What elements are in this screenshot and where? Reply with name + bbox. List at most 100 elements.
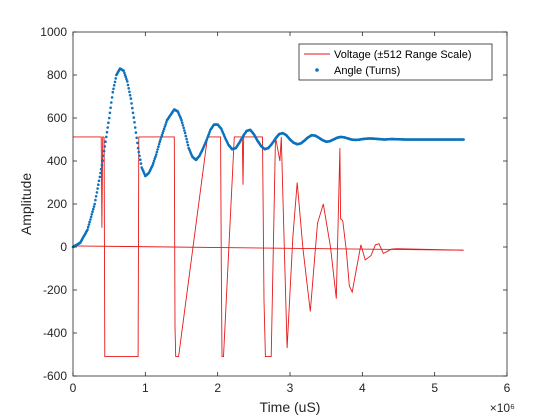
angle-point bbox=[183, 131, 187, 135]
angle-point bbox=[92, 205, 96, 208]
angle-point bbox=[159, 136, 163, 139]
angle-point bbox=[90, 213, 94, 216]
angle-point bbox=[136, 146, 140, 150]
angle-point bbox=[96, 187, 99, 190]
angle-point bbox=[128, 90, 131, 94]
angle-point bbox=[89, 218, 92, 221]
x-tick-label: 3 bbox=[287, 381, 294, 395]
y-tick-label: 0 bbox=[60, 240, 67, 254]
angle-point bbox=[110, 101, 113, 104]
angle-point bbox=[91, 210, 94, 213]
series-points-2 bbox=[71, 67, 465, 249]
angle-point bbox=[94, 198, 97, 202]
angle-point bbox=[162, 127, 166, 131]
angle-point bbox=[128, 93, 132, 97]
angle-point bbox=[158, 140, 162, 143]
x-axis-label: Time (uS) bbox=[260, 399, 321, 415]
y-tick-label: 400 bbox=[47, 154, 67, 168]
angle-point bbox=[208, 130, 211, 134]
angle-point bbox=[112, 87, 115, 91]
plot-area bbox=[71, 67, 465, 358]
angle-point bbox=[101, 159, 104, 162]
angle-point bbox=[134, 131, 138, 134]
tick-marks bbox=[72, 31, 508, 377]
tick-labels: 0 1 2 3 4 5 6 -600 -400 -200 0 200 400 600 800 1000 bbox=[40, 25, 510, 395]
y-axis-label: Amplitude bbox=[18, 173, 34, 235]
x-tick-label: 4 bbox=[359, 381, 366, 395]
x-tick-label: 2 bbox=[214, 381, 221, 395]
angle-point bbox=[139, 162, 143, 165]
angle-point bbox=[160, 133, 164, 137]
angle-point bbox=[152, 159, 156, 163]
angle-point bbox=[105, 135, 108, 139]
angle-point bbox=[86, 228, 89, 232]
angle-point bbox=[103, 145, 107, 148]
x-axis-exponent-label: ×10⁶ bbox=[490, 401, 515, 415]
angle-point bbox=[164, 123, 167, 126]
angle-point bbox=[132, 116, 136, 119]
angle-point bbox=[131, 111, 135, 115]
angle-point bbox=[122, 69, 125, 72]
angle-point bbox=[165, 121, 168, 124]
angle-point bbox=[125, 78, 128, 81]
x-tick-label: 5 bbox=[431, 381, 438, 395]
angle-point bbox=[162, 129, 165, 133]
series-line-1 bbox=[72, 245, 464, 251]
angle-point bbox=[107, 116, 111, 120]
y-tick-label: 1000 bbox=[40, 25, 67, 39]
angle-point bbox=[86, 225, 90, 229]
angle-point bbox=[127, 87, 130, 90]
angle-point bbox=[93, 202, 96, 206]
x-tick-label: 1 bbox=[142, 381, 149, 395]
angle-point bbox=[111, 90, 115, 94]
angle-point bbox=[186, 143, 190, 147]
y-tick-label: -600 bbox=[43, 369, 67, 383]
angle-point bbox=[131, 106, 134, 110]
angle-point bbox=[161, 131, 164, 135]
angle-point bbox=[133, 121, 136, 124]
angle-point bbox=[99, 167, 103, 171]
angle-point bbox=[100, 164, 104, 167]
angle-point bbox=[114, 77, 117, 80]
angle-point bbox=[112, 84, 116, 87]
angle-point bbox=[206, 136, 209, 139]
angle-point bbox=[185, 137, 188, 141]
angle-point bbox=[157, 142, 161, 146]
angle-point bbox=[139, 158, 142, 161]
angle-point bbox=[183, 129, 186, 132]
angle-point bbox=[154, 153, 158, 156]
angle-point bbox=[95, 191, 99, 194]
x-tick-label: 6 bbox=[504, 381, 511, 395]
legend-box bbox=[298, 43, 493, 81]
angle-point bbox=[151, 164, 154, 167]
angle-point bbox=[110, 96, 114, 99]
angle-point bbox=[107, 121, 110, 124]
angle-point bbox=[129, 97, 133, 100]
y-tick-label: 600 bbox=[47, 111, 67, 125]
angle-point bbox=[130, 102, 133, 105]
angle-point bbox=[94, 195, 98, 198]
angle-point bbox=[163, 125, 167, 128]
angle-point bbox=[123, 71, 126, 75]
angle-point bbox=[181, 124, 185, 127]
y-tick-label: 800 bbox=[47, 68, 67, 82]
angle-point bbox=[186, 140, 189, 144]
angle-point bbox=[126, 83, 130, 87]
angle-point bbox=[99, 171, 102, 175]
angle-point bbox=[113, 80, 117, 84]
angle-point bbox=[156, 148, 159, 151]
angle-point bbox=[157, 145, 160, 149]
angle-point bbox=[97, 179, 101, 183]
angle-point bbox=[105, 130, 109, 134]
angle-point bbox=[462, 138, 465, 141]
angle-point bbox=[88, 220, 91, 224]
angle-point bbox=[136, 141, 139, 145]
angle-point bbox=[180, 118, 183, 122]
angle-point bbox=[137, 150, 141, 154]
angle-point bbox=[102, 149, 106, 153]
angle-point bbox=[106, 126, 109, 129]
y-tick-label: -400 bbox=[43, 326, 67, 340]
angle-point bbox=[108, 111, 112, 115]
angle-point bbox=[89, 215, 93, 219]
